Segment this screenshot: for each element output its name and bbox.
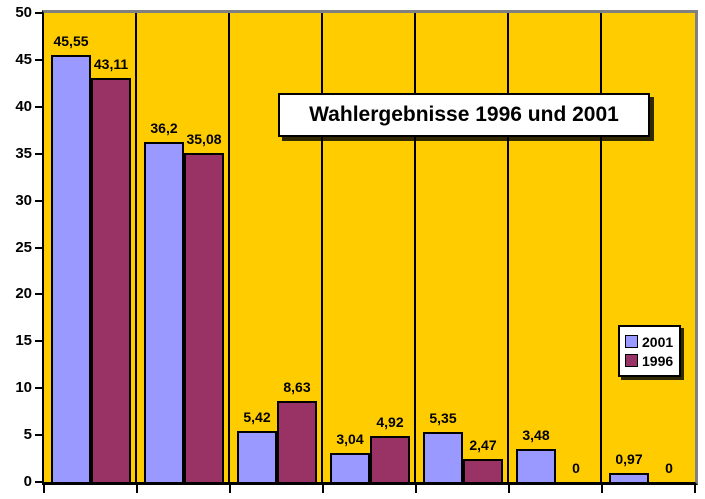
data-label-2001-cat1: 45,55 xyxy=(53,33,89,49)
bar-2001-cat6 xyxy=(516,449,556,482)
y-axis-label-20: 20 xyxy=(15,285,32,302)
data-label-2001-cat5: 5,35 xyxy=(429,410,457,426)
x-axis-tick-0 xyxy=(43,485,45,493)
data-label-2001-cat7: 0,97 xyxy=(615,451,643,467)
data-label-2001-cat2: 36,2 xyxy=(150,120,178,136)
bar-2001-cat3 xyxy=(237,431,277,482)
category-column-4: 3,04 4,92 xyxy=(323,13,416,482)
plot-area: 45,55 43,11 36,2 35,08 5,42 8,63 3,04 4,92 5,35 2… xyxy=(42,10,698,485)
legend-swatch-2001 xyxy=(625,335,638,348)
y-axis-tick-35 xyxy=(35,153,43,155)
y-axis-label-40: 40 xyxy=(15,98,32,115)
legend-label-2001: 2001 xyxy=(642,333,674,350)
data-label-2001-cat4: 3,04 xyxy=(336,431,364,447)
y-axis-label-0: 0 xyxy=(23,473,32,490)
x-axis-tick-4 xyxy=(415,485,417,493)
data-label-1996-cat1: 43,11 xyxy=(93,56,129,72)
bar-2001-cat1 xyxy=(51,55,91,482)
y-axis-tick-20 xyxy=(35,293,43,295)
bar-2001-cat4 xyxy=(330,453,370,482)
legend-item-2001: 2001 xyxy=(625,332,677,351)
category-column-7: 0,97 0 xyxy=(602,13,695,482)
y-axis-label-15: 15 xyxy=(15,332,32,349)
bar-2001-cat7 xyxy=(609,473,649,482)
y-axis-tick-10 xyxy=(35,387,43,389)
bar-2001-cat2 xyxy=(144,142,184,482)
category-column-3: 5,42 8,63 xyxy=(230,13,323,482)
y-axis-tick-25 xyxy=(35,247,43,249)
bar-1996-cat3 xyxy=(277,401,317,482)
chart-title-box: Wahlergebnisse 1996 und 2001 xyxy=(278,93,650,137)
category-column-1: 45,55 43,11 xyxy=(44,13,137,482)
x-axis-tick-5 xyxy=(508,485,510,493)
data-label-1996-cat7: 0 xyxy=(665,460,673,476)
y-axis-tick-45 xyxy=(35,59,43,61)
y-axis-tick-50 xyxy=(35,12,43,14)
y-axis-label-35: 35 xyxy=(15,145,32,162)
data-label-1996-cat6: 0 xyxy=(572,460,580,476)
y-axis-tick-0 xyxy=(35,481,43,483)
y-axis-label-30: 30 xyxy=(15,192,32,209)
y-axis-tick-15 xyxy=(35,340,43,342)
legend-item-1996: 1996 xyxy=(625,351,677,370)
y-axis-label-10: 10 xyxy=(15,379,32,396)
x-axis-tick-2 xyxy=(229,485,231,493)
legend: 2001 1996 xyxy=(618,325,681,377)
x-axis-tick-1 xyxy=(136,485,138,493)
categories-container: 45,55 43,11 36,2 35,08 5,42 8,63 3,04 4,92 5,35 2… xyxy=(44,13,695,482)
y-axis-label-5: 5 xyxy=(23,426,32,443)
data-label-1996-cat5: 2,47 xyxy=(469,437,497,453)
data-label-1996-cat2: 35,08 xyxy=(186,131,222,147)
data-label-1996-cat3: 8,63 xyxy=(283,379,311,395)
bar-1996-cat1 xyxy=(91,78,131,482)
category-column-5: 5,35 2,47 xyxy=(416,13,509,482)
data-label-2001-cat3: 5,42 xyxy=(243,409,271,425)
x-axis-tick-6 xyxy=(601,485,603,493)
x-axis-tick-3 xyxy=(322,485,324,493)
data-label-1996-cat4: 4,92 xyxy=(376,414,404,430)
legend-swatch-1996 xyxy=(625,354,638,367)
chart-title: Wahlergebnisse 1996 und 2001 xyxy=(309,103,619,126)
bar-2001-cat5 xyxy=(423,432,463,482)
y-axis-tick-30 xyxy=(35,200,43,202)
y-axis-label-50: 50 xyxy=(15,4,32,21)
y-axis-label-45: 45 xyxy=(15,51,32,68)
category-column-2: 36,2 35,08 xyxy=(137,13,230,482)
y-axis-tick-5 xyxy=(35,434,43,436)
bar-1996-cat4 xyxy=(370,436,410,482)
bar-1996-cat2 xyxy=(184,153,224,482)
y-axis-tick-40 xyxy=(35,106,43,108)
legend-label-1996: 1996 xyxy=(642,352,674,369)
y-axis-label-25: 25 xyxy=(15,239,32,256)
x-axis-tick-7 xyxy=(694,485,696,493)
bar-1996-cat5 xyxy=(463,459,503,482)
category-column-6: 3,48 0 xyxy=(509,13,602,482)
data-label-2001-cat6: 3,48 xyxy=(522,427,550,443)
